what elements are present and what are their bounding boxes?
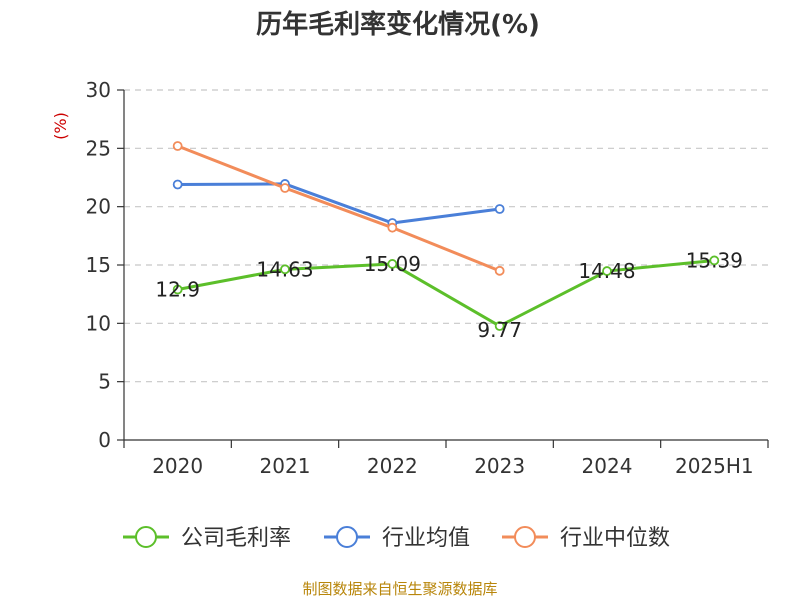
data-label: 15.39: [686, 248, 743, 272]
y-tick-label: 0: [98, 428, 111, 452]
data-label: 14.63: [256, 257, 313, 281]
x-tick-label: 2022: [367, 454, 418, 478]
y-axis-unit: (%): [51, 112, 70, 140]
x-tick-label: 2020: [152, 454, 203, 478]
x-tick-label: 2023: [474, 454, 525, 478]
data-labels: 12.9 14.63 15.09 9.77 14.48 15.39: [155, 248, 743, 342]
data-point: [709, 255, 720, 266]
y-tick-label: 15: [86, 253, 111, 277]
data-label: 12.9: [155, 278, 200, 302]
legend-label: 公司毛利率: [181, 526, 291, 551]
legend: 公司毛利率 行业均值 行业中位数: [123, 526, 670, 551]
x-tick-labels: 2020 2021 2022 2023 2024 2025H1: [152, 454, 753, 478]
data-point: [172, 179, 183, 190]
legend-label: 行业均值: [382, 526, 470, 551]
series-line: [177, 144, 501, 273]
data-label: 9.77: [477, 318, 522, 342]
series-line: [177, 182, 500, 225]
y-tick-label: 10: [86, 311, 111, 335]
data-label: 14.48: [578, 259, 635, 283]
legend-swatch-marker: [135, 526, 157, 548]
data-label: 15.09: [364, 252, 421, 276]
y-tick-labels: 0 5 10 15 20 25 30: [86, 78, 111, 452]
series-line: [177, 258, 715, 328]
data-point: [172, 141, 183, 151]
data-point: [280, 183, 290, 193]
y-tick-label: 25: [86, 136, 111, 160]
data-point: [387, 222, 398, 233]
data-point: [602, 266, 612, 276]
data-point: [494, 321, 505, 331]
x-tick-label: 2024: [582, 454, 633, 478]
source-note: 制图数据来自恒生聚源数据库: [302, 580, 497, 598]
grid-lines: [124, 89, 768, 383]
legend-label: 行业中位数: [560, 526, 670, 551]
x-tick-label: 2025H1: [675, 454, 754, 478]
data-point: [494, 265, 505, 276]
chart-title: 历年毛利率变化情况(%): [256, 9, 540, 40]
legend-swatch-marker: [514, 526, 536, 548]
data-point: [494, 204, 505, 214]
data-point: [280, 264, 290, 275]
y-tick-label: 30: [86, 78, 111, 102]
axes: [117, 89, 769, 448]
y-tick-label: 5: [98, 370, 111, 394]
data-point: [172, 284, 183, 295]
series-lines: [172, 141, 720, 331]
legend-swatch-marker: [336, 526, 358, 548]
x-tick-label: 2021: [260, 454, 311, 478]
data-point: [387, 259, 398, 269]
y-tick-label: 20: [86, 195, 111, 219]
